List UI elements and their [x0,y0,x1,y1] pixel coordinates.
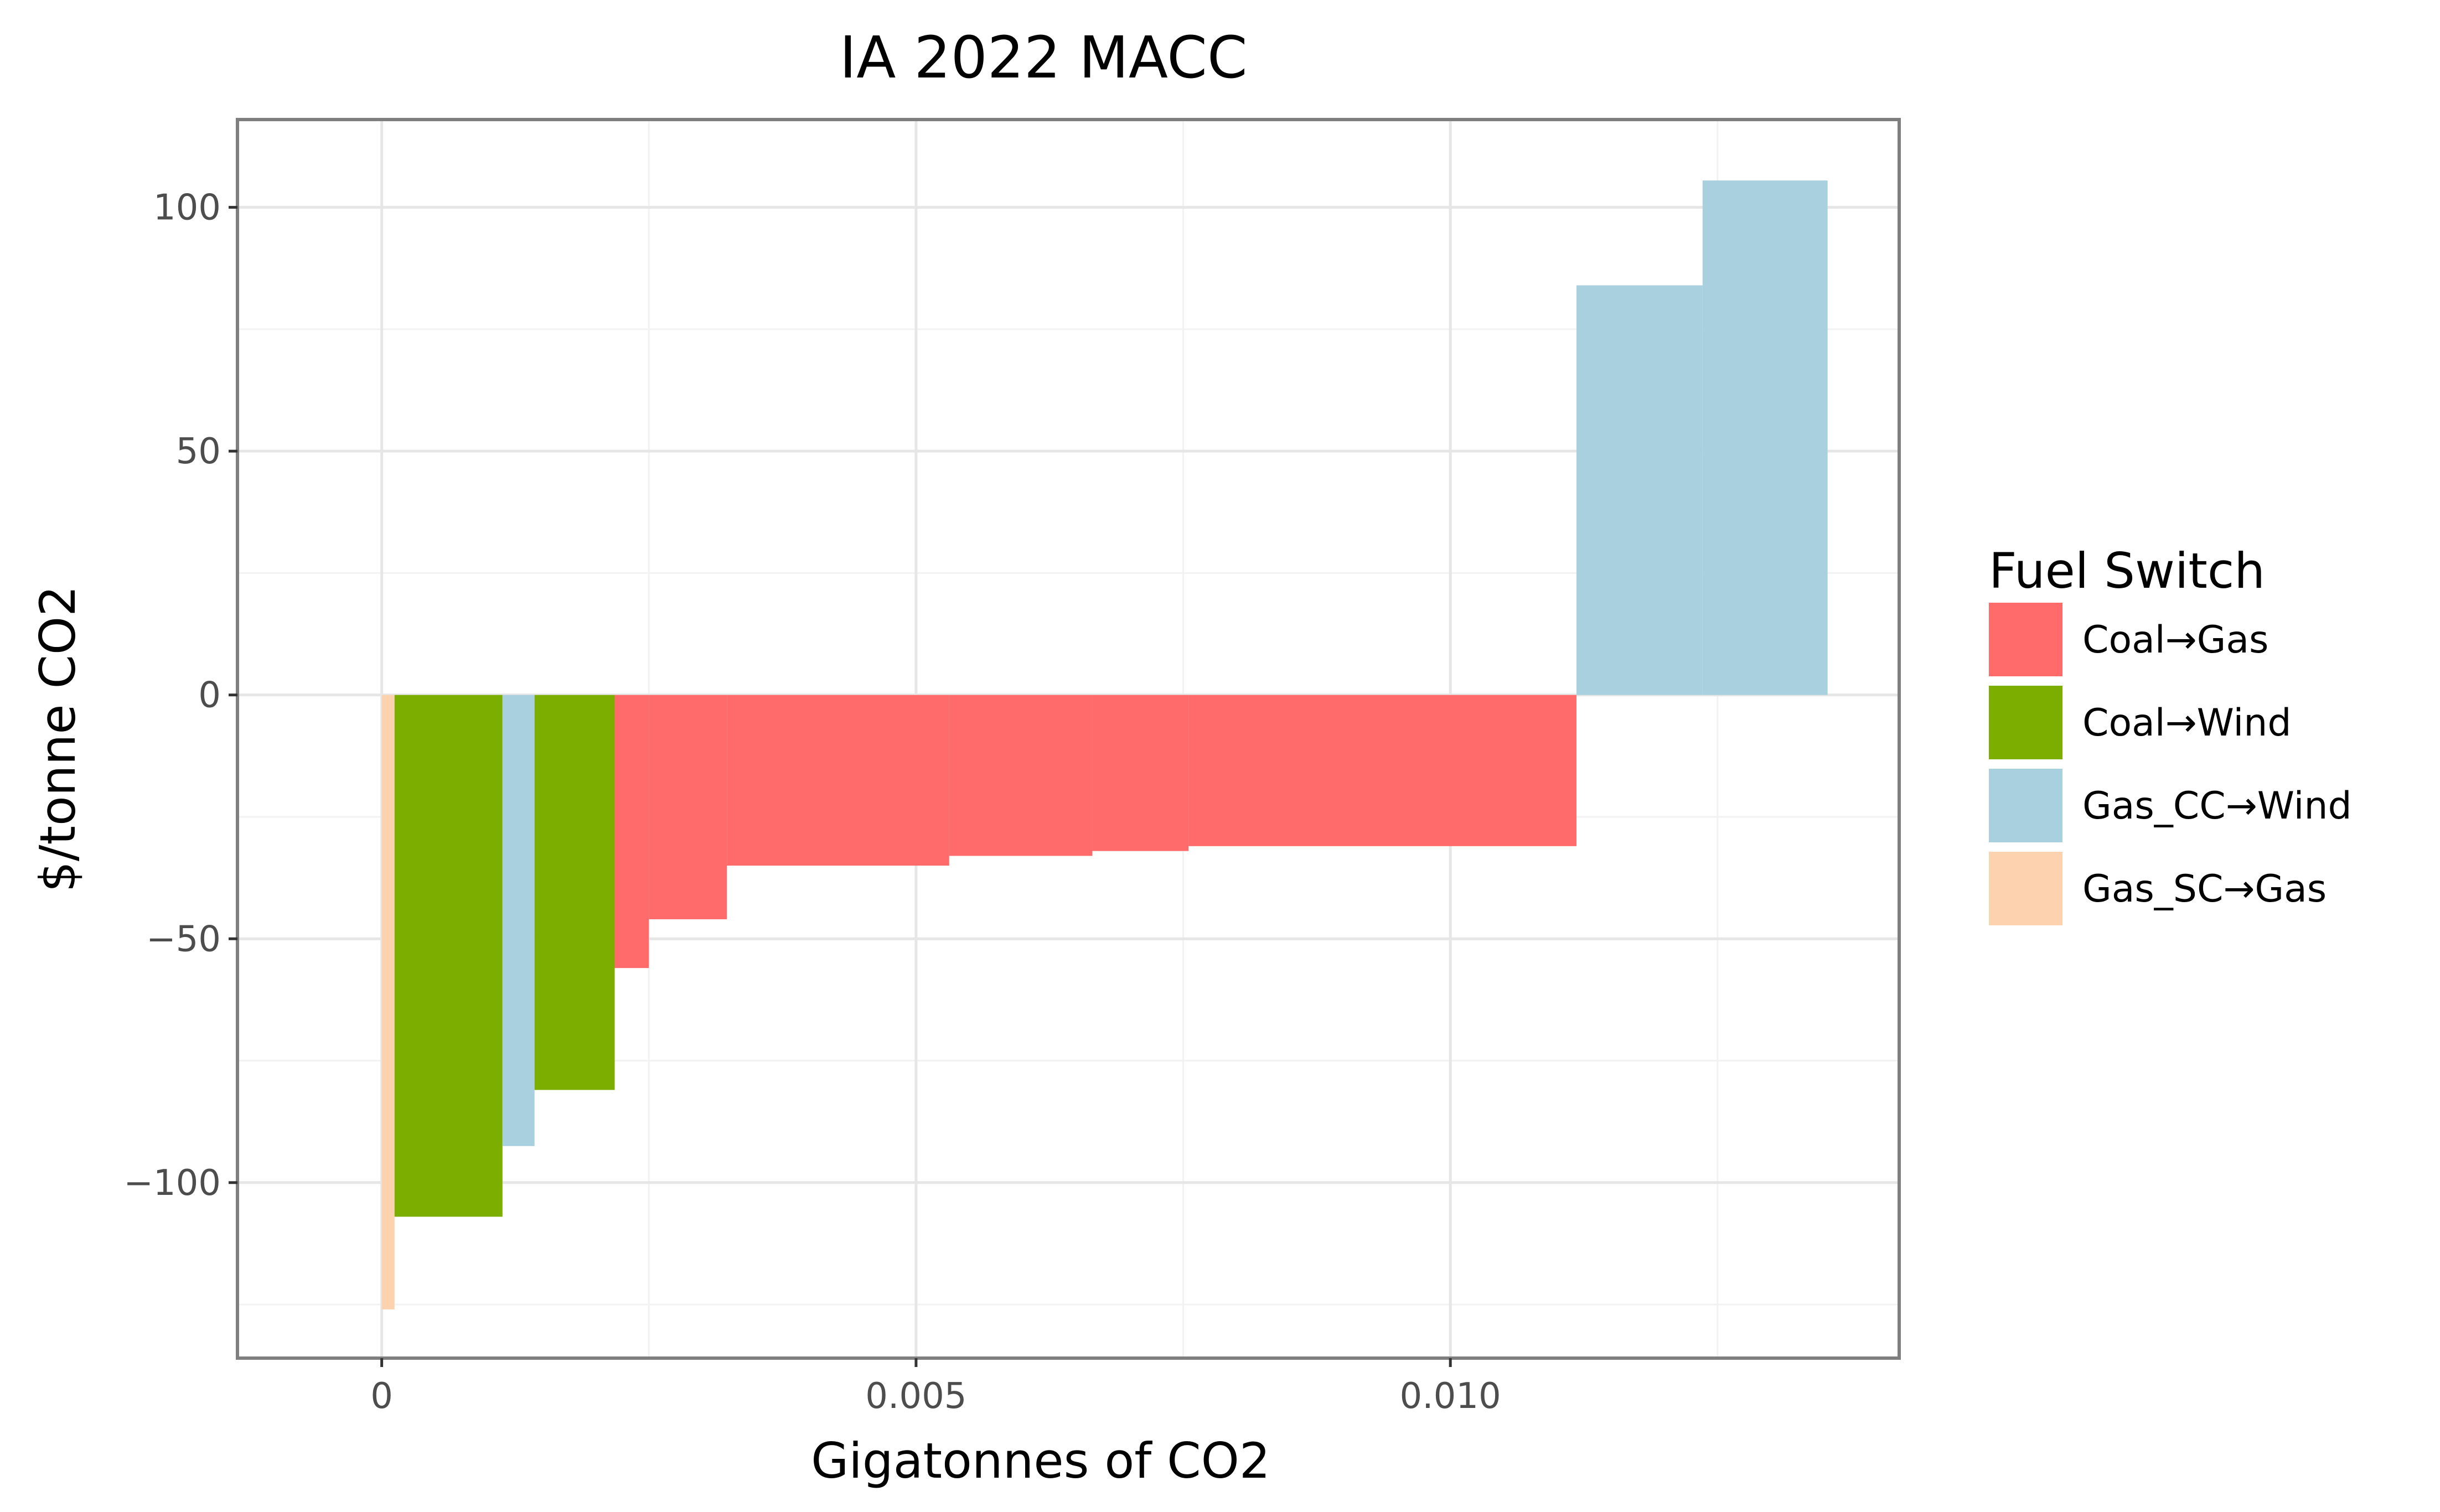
legend: Fuel Switch Coal→Gas Coal→Wind Gas_CC→Wind… [1989,542,2352,925]
plot-panel-border [236,118,1901,1360]
legend-title: Fuel Switch [1989,542,2265,599]
x-tick-label: 0.010 [1400,1376,1501,1417]
y-tick-label: −100 [123,1163,221,1204]
chart-title: IA 2022 MACC [840,24,1248,91]
bar-gas-cc-wind [1702,180,1828,695]
x-axis-ticks: 0 0.005 0.010 [370,1358,1501,1417]
y-axis-label: $/tonne CO2 [29,586,86,892]
bar-coal-gas [1092,695,1189,851]
legend-entries: Coal→Gas Coal→Wind Gas_CC→Wind Gas_SC→Gas [1989,603,2352,925]
legend-key [1989,603,2062,676]
bar-gas-sc-gas [381,695,395,1309]
bar-coal-gas [1188,695,1576,846]
y-tick-label: 100 [153,188,221,229]
legend-label: Gas_SC→Gas [2082,867,2327,911]
bar-gas-cc-wind [1576,285,1703,695]
bar-coal-gas [649,695,727,920]
bar-coal-gas [614,695,649,969]
bar-coal-wind [534,695,615,1090]
legend-key [1989,769,2062,842]
x-axis-label: Gigatonnes of CO2 [811,1432,1270,1489]
bar-gas-cc-wind [502,695,535,1146]
x-tick-label: 0 [370,1376,393,1417]
x-tick-label: 0.005 [865,1376,966,1417]
bars [381,180,1828,1309]
y-tick-label: 0 [198,675,221,716]
legend-label: Coal→Gas [2082,618,2268,662]
legend-key [1989,686,2062,759]
legend-label: Gas_CC→Wind [2082,784,2352,828]
bar-coal-wind [394,695,503,1217]
y-tick-label: −50 [146,919,221,960]
legend-key [1989,852,2062,925]
y-tick-label: 50 [176,431,221,472]
legend-label: Coal→Wind [2082,701,2292,745]
bar-coal-gas [949,695,1093,856]
bar-coal-gas [727,695,949,866]
y-axis-ticks: 100 50 0 −50 −100 [123,188,237,1204]
